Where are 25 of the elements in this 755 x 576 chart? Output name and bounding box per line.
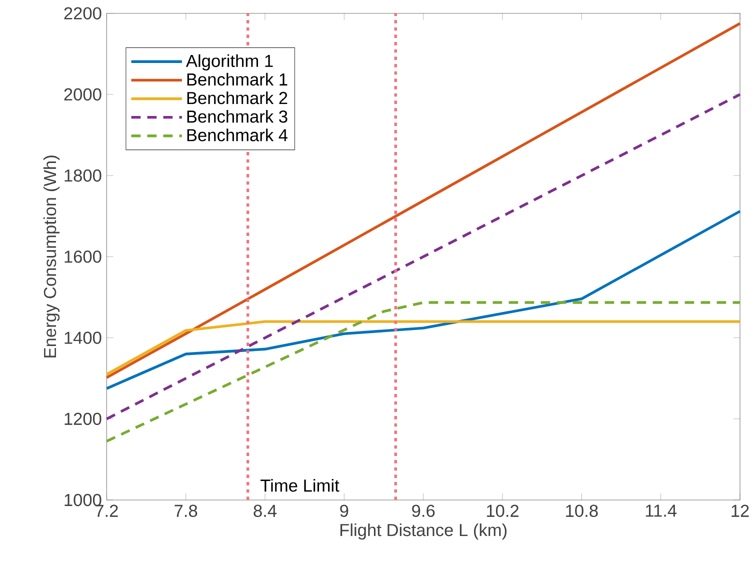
y-axis-title: Energy Consumption (Wh): [43, 156, 60, 358]
x-tick-label: 7.2: [96, 504, 118, 517]
y-tick-label: 1400: [64, 332, 102, 344]
y-tick-label: 2200: [64, 7, 102, 20]
y-tick-label: 1600: [64, 250, 102, 263]
y-tick-label: 2000: [64, 88, 102, 101]
x-tick-label: 10.2: [486, 504, 518, 517]
x-tick-label: 12: [732, 504, 749, 517]
y-tick-label: 1200: [64, 412, 102, 426]
legend-label: Benchmark 2: [187, 91, 288, 104]
y-tick-label: 1800: [64, 169, 102, 182]
legend-label: Benchmark 4: [187, 128, 288, 142]
legend-label: Algorithm 1: [186, 54, 273, 70]
ref-line-label: Time Limit: [260, 479, 340, 492]
x-tick-label: 7.8: [174, 504, 198, 517]
x-tick-label: 9.6: [412, 504, 435, 517]
legend-label: Benchmark 1: [187, 72, 288, 86]
x-tick-label: 11.4: [646, 504, 677, 517]
x-tick-label: 10.8: [566, 504, 598, 517]
x-axis-title: Flight Distance L (km): [340, 523, 507, 540]
legend-label: Benchmark 3: [187, 110, 288, 123]
y-tick-label: 1000: [64, 494, 102, 506]
x-tick-label: 8.4: [254, 504, 277, 517]
line-series: [105, 210, 742, 390]
x-tick-label: 9: [340, 504, 348, 517]
